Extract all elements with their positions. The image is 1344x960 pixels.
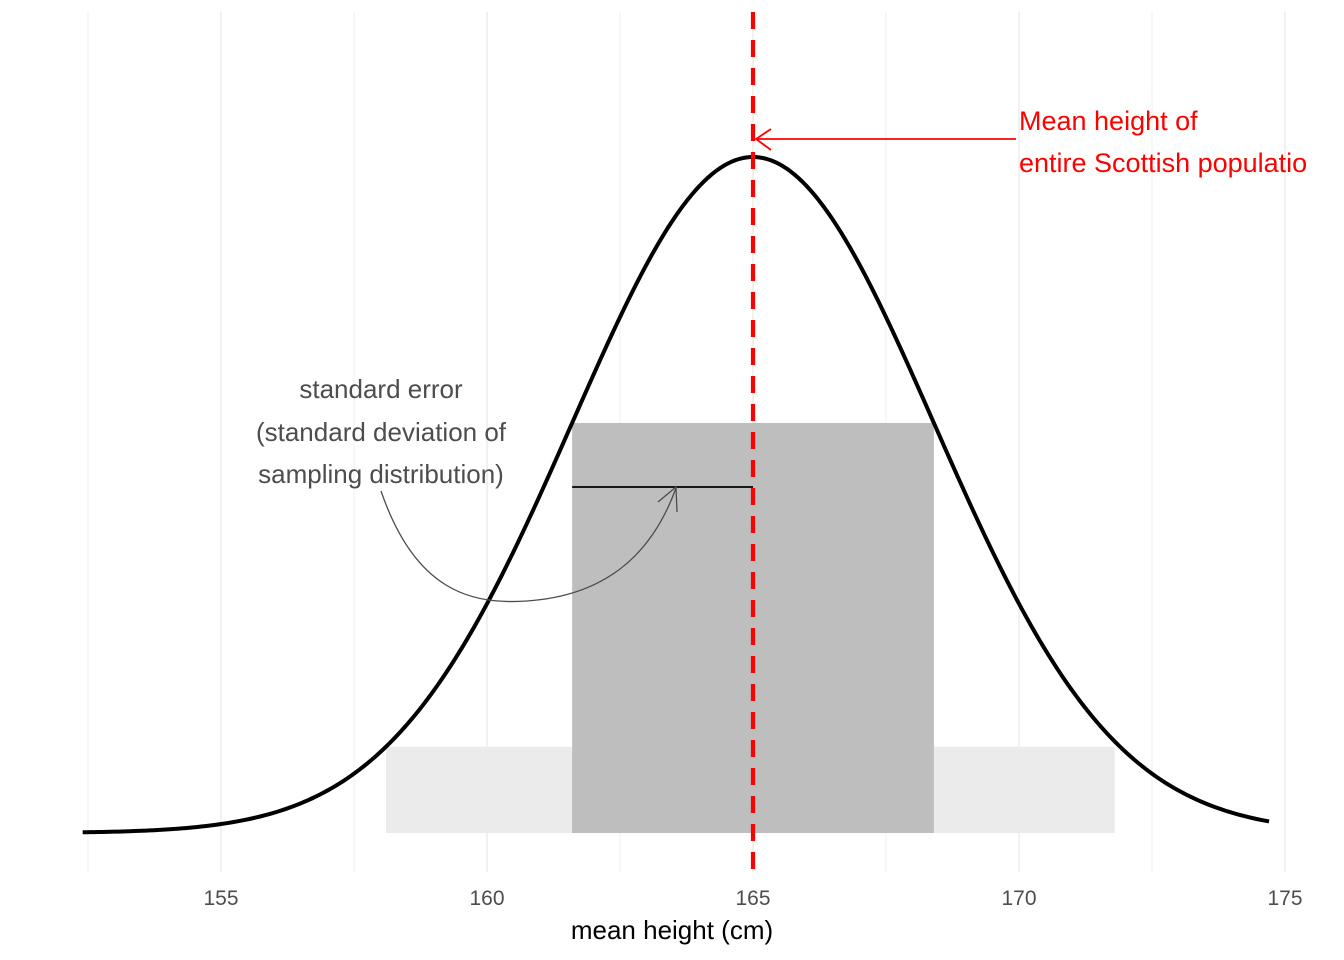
density-curve-layer bbox=[82, 155, 1270, 835]
x-tick-label: 160 bbox=[469, 887, 504, 910]
shaded-regions bbox=[385, 422, 1115, 833]
population-mean-label-line-1: Mean height of bbox=[1019, 106, 1198, 136]
x-tick-label: 155 bbox=[203, 887, 238, 910]
x-axis-title: mean height (cm) bbox=[571, 915, 773, 945]
x-axis-ticks: 155 160 165 170 175 bbox=[203, 887, 1302, 910]
x-tick-label: 165 bbox=[735, 887, 770, 910]
standard-error-layer bbox=[380, 485, 753, 603]
standard-error-arrow-head bbox=[657, 485, 678, 513]
standard-error-label-line-2: (standard deviation of bbox=[256, 417, 507, 447]
standard-error-curved-arrow bbox=[380, 487, 677, 603]
x-tick-label: 170 bbox=[1001, 887, 1036, 910]
density-curve bbox=[82, 155, 1270, 835]
standard-error-label-line-1: standard error bbox=[299, 374, 463, 404]
standard-error-label-line-3: sampling distribution) bbox=[258, 459, 504, 489]
population-mean-label-line-2: entire Scottish populatio bbox=[1019, 148, 1307, 178]
population-mean-layer bbox=[750, 12, 1016, 875]
population-mean-pointer-head bbox=[754, 128, 772, 151]
x-tick-label: 175 bbox=[1267, 887, 1302, 910]
